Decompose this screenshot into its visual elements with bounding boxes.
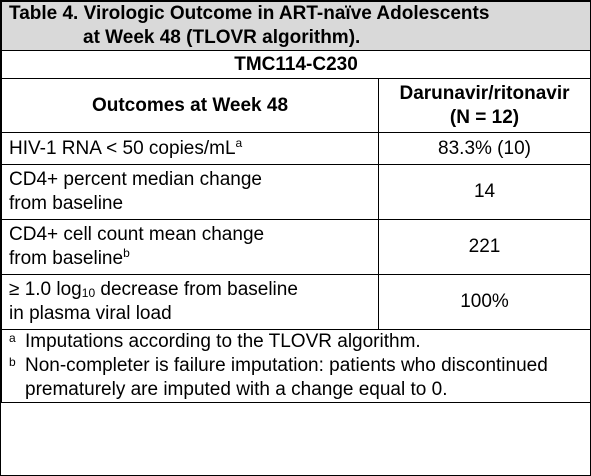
header-treatment: Darunavir/ritonavir (N = 12) [377,78,591,133]
table-caption-row: Table 4. Virologic Outcome in ART-naïve … [0,1,591,51]
row-label-line1: CD4+ percent median change [9,169,262,190]
row-value: 221 [377,219,591,275]
study-name: TMC114-C230 [0,50,591,79]
row-value: 14 [377,164,591,220]
row-value: 100% [377,274,591,330]
virologic-outcome-table: Table 4. Virologic Outcome in ART-naïve … [0,1,591,403]
footnote-text: Non-completer is failure imputation: pat… [25,355,548,400]
footnotes: a Imputations according to the TLOVR alg… [0,329,591,403]
row-label: HIV-1 RNA < 50 copies/mLa [1,132,379,165]
row-label: CD4+ cell count mean change from baselin… [1,219,379,275]
table-row: CD4+ percent median change from baseline… [1,164,591,220]
footnote-mark: b [9,355,16,369]
row-label-subscript: 10 [81,286,96,300]
footnote-mark: a [9,331,16,345]
row-label-line1: CD4+ cell count mean change [9,224,265,245]
table-row: ≥ 1.0 log10 decrease from baseline in pl… [1,274,591,330]
header-treatment-n: (N = 12) [449,106,520,128]
footnote-ref-b: b [123,246,130,260]
row-label-text: HIV-1 RNA < 50 copies/mL [9,137,236,159]
row-label-line2: from baseline [9,193,124,214]
table-row: HIV-1 RNA < 50 copies/mLa 83.3% (10) [1,132,591,165]
footnote-ref-a: a [235,135,243,150]
row-label-line1-pre: ≥ 1.0 log [9,279,82,300]
row-label-line1-post: decrease from baseline [95,279,298,300]
row-value: 83.3% (10) [377,132,591,165]
footnote-text: Imputations according to the TLOVR algor… [25,331,421,352]
row-label: CD4+ percent median change from baseline [1,164,379,220]
table-caption-line1: Table 4. Virologic Outcome in ART-naïve … [9,3,490,24]
table-caption: Table 4. Virologic Outcome in ART-naïve … [0,1,591,51]
footnote-a: a Imputations according to the TLOVR alg… [9,330,583,354]
header-outcomes: Outcomes at Week 48 [1,78,379,133]
table-caption-line2: at Week 48 (TLOVR algorithm). [83,27,361,48]
row-label-line2: in plasma viral load [9,303,172,324]
row-label-line2: from baseline [9,248,124,269]
column-header-row: Outcomes at Week 48 Darunavir/ritonavir … [1,78,591,133]
header-treatment-name: Darunavir/ritonavir [399,82,570,104]
footnote-b: b Non-completer is failure imputation: p… [9,354,583,402]
footnotes-row: a Imputations according to the TLOVR alg… [0,329,591,403]
study-row: TMC114-C230 [0,50,591,79]
table-row: CD4+ cell count mean change from baselin… [1,219,591,275]
row-label: ≥ 1.0 log10 decrease from baseline in pl… [1,274,379,330]
